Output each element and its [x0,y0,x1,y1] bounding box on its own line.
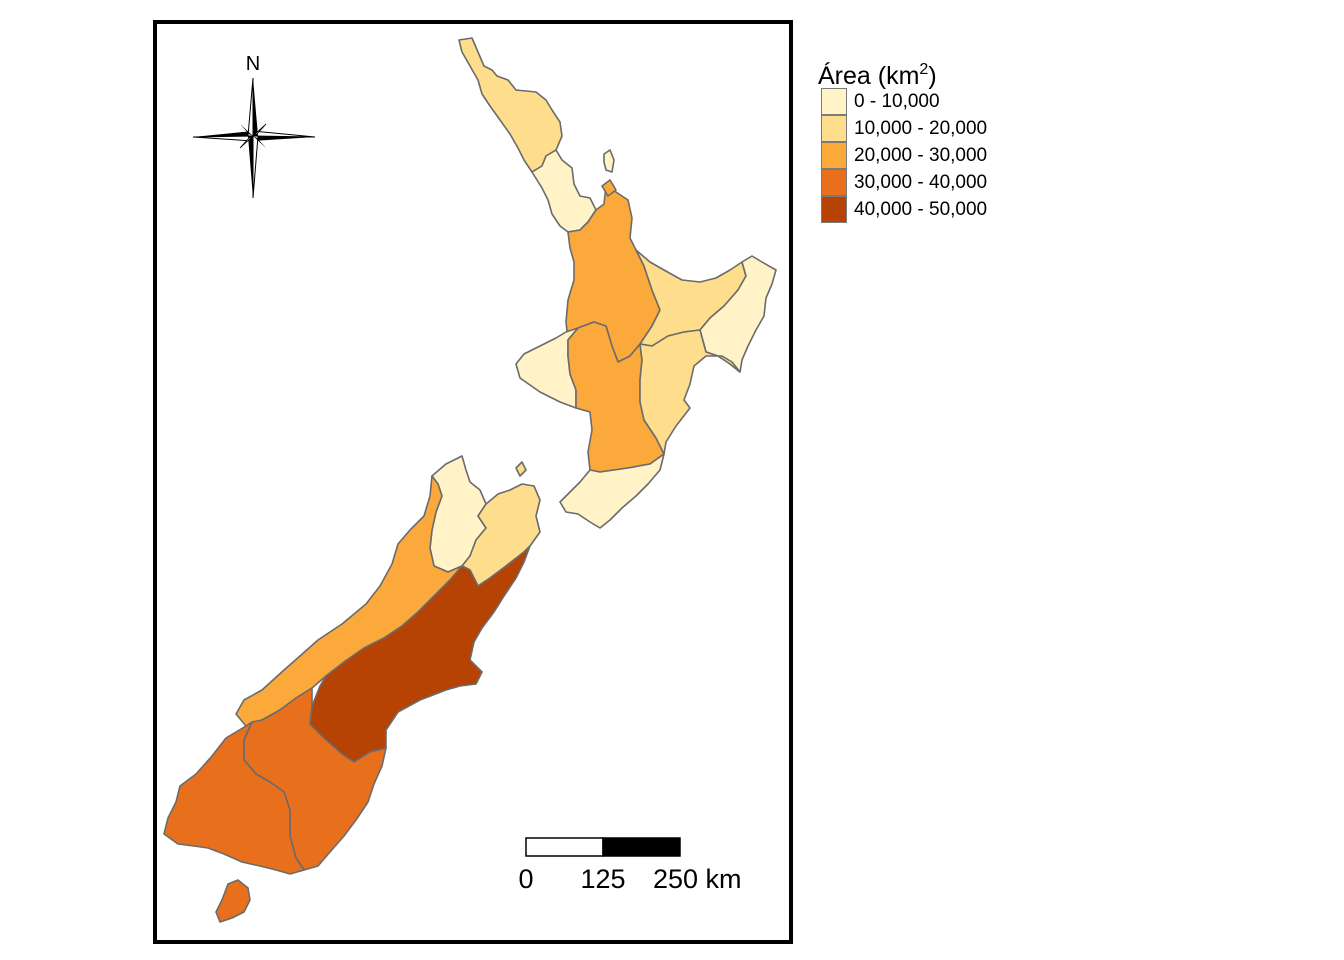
scale-tick-250: 250 km [653,864,742,894]
legend-item-label: 40,000 - 50,000 [854,198,988,220]
legend-item: 40,000 - 50,000 [818,196,1058,223]
legend-title-superscript: 2 [919,61,929,78]
region-canterbury[interactable]: Canterbury [309,545,531,763]
region-durville-islet: Marlborough [515,461,527,477]
legend-title: Área (km2) [818,52,1058,90]
legend-title-close: ) [928,62,937,90]
region-great-barrier-islet: Auckland [603,149,615,173]
legend-swatch [821,169,847,196]
legend-title-text: Área (km [818,62,920,90]
legend-item: 10,000 - 20,000 [818,115,1058,142]
scale-tick-125: 125 [580,864,625,894]
legend-item-label: 0 - 10,000 [854,90,940,112]
legend: Área (km2) 0 - 10,000 10,000 - 20,000 20… [818,52,1058,223]
region-stewart-island[interactable]: Stewart Island [215,879,251,923]
legend-swatch [821,142,847,169]
legend-item-label: 30,000 - 40,000 [854,171,988,193]
legend-item-label: 20,000 - 30,000 [854,144,988,166]
scale-bar: 0 125 250 km [518,837,742,894]
region-coromandel-islet: Waikato [601,179,617,197]
legend-swatch [821,115,847,142]
region-auckland[interactable]: Auckland [531,149,597,233]
region-wellington[interactable]: Wellington [559,453,665,529]
region-gisborne[interactable]: Gisborne [699,255,777,373]
region-northland[interactable]: Northland [458,37,563,173]
region-hawkes-bay[interactable]: Hawke's Bay [639,329,741,455]
legend-item: 0 - 10,000 [818,88,1058,115]
compass-north-label: N [246,53,260,75]
legend-item: 20,000 - 30,000 [818,142,1058,169]
legend-item-label: 10,000 - 20,000 [854,117,988,139]
scale-tick-0: 0 [518,864,533,894]
compass-rose: N [192,53,316,199]
scale-bar-black-segment [602,837,681,857]
scale-bar-white-segment [525,837,604,857]
region-southland[interactable]: Southland [163,721,305,875]
legend-swatch [821,196,847,223]
legend-item: 30,000 - 40,000 [818,169,1058,196]
legend-swatch [821,88,847,115]
